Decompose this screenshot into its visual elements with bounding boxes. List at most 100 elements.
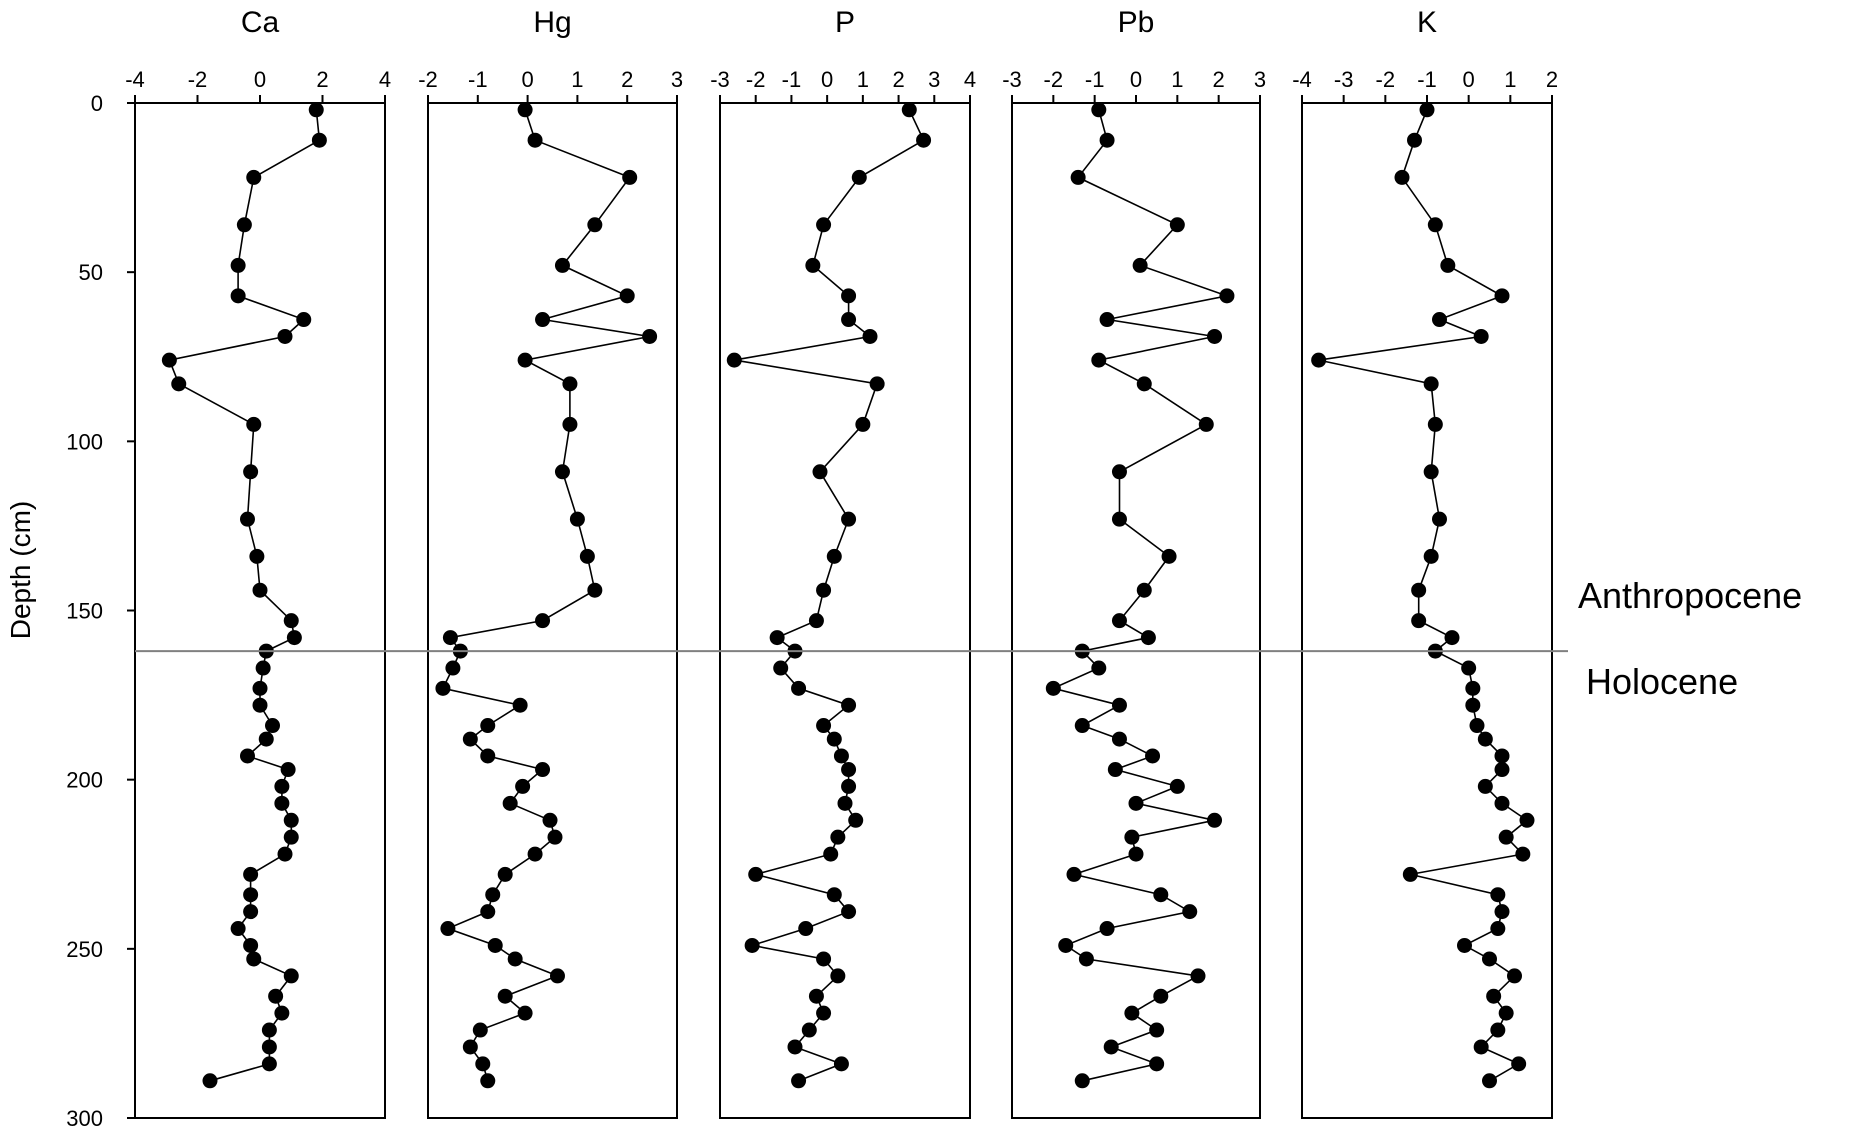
data-point bbox=[1045, 680, 1061, 696]
data-point bbox=[562, 376, 578, 392]
x-tick-label: 0 bbox=[521, 67, 533, 92]
x-tick-label: 3 bbox=[671, 67, 683, 92]
data-point bbox=[497, 866, 513, 882]
data-point bbox=[642, 328, 658, 344]
data-point bbox=[1494, 762, 1510, 778]
data-point bbox=[243, 464, 259, 480]
data-point bbox=[1461, 660, 1477, 676]
data-point bbox=[851, 169, 867, 185]
data-point bbox=[748, 866, 764, 882]
panel-hg: Hg -2 -1 0 1 2 3 bbox=[418, 6, 683, 1119]
data-point bbox=[252, 697, 268, 713]
data-point bbox=[265, 718, 280, 734]
data-point bbox=[268, 988, 284, 1004]
data-point bbox=[801, 1022, 817, 1038]
data-point bbox=[744, 937, 760, 953]
data-point bbox=[1511, 1056, 1527, 1072]
data-point bbox=[274, 778, 290, 794]
data-point bbox=[542, 812, 558, 828]
data-point bbox=[619, 288, 635, 304]
data-point bbox=[243, 866, 259, 882]
data-point bbox=[1099, 312, 1115, 328]
data-point bbox=[246, 951, 262, 967]
panel-k: K -4 -3 -2 -1 0 1 2 bbox=[1292, 6, 1558, 1119]
data-point bbox=[554, 464, 570, 480]
data-point bbox=[1070, 169, 1086, 185]
data-point bbox=[1149, 1022, 1165, 1038]
x-tick-label: 1 bbox=[857, 67, 869, 92]
data-point bbox=[1519, 812, 1535, 828]
data-point bbox=[442, 630, 458, 646]
x-tick-label: 0 bbox=[1463, 67, 1475, 92]
y-tick-label: 50 bbox=[79, 260, 103, 285]
x-tick-label: 4 bbox=[379, 67, 391, 92]
data-point bbox=[462, 731, 478, 747]
data-point bbox=[826, 731, 842, 747]
data-point bbox=[1473, 328, 1489, 344]
data-point bbox=[1169, 778, 1185, 794]
data-point bbox=[517, 352, 533, 368]
data-point bbox=[230, 288, 246, 304]
data-point bbox=[1161, 548, 1177, 564]
data-point bbox=[475, 1056, 491, 1072]
data-point bbox=[1444, 630, 1460, 646]
data-point bbox=[1498, 1005, 1514, 1021]
x-tick-label: -2 bbox=[746, 67, 766, 92]
data-point bbox=[230, 921, 246, 937]
data-point bbox=[1169, 217, 1185, 233]
x-tick-label: 2 bbox=[1546, 67, 1558, 92]
x-tick-label: -2 bbox=[1376, 67, 1396, 92]
data-point bbox=[1477, 731, 1493, 747]
data-point bbox=[1140, 630, 1156, 646]
data-point bbox=[1427, 217, 1443, 233]
data-point bbox=[901, 102, 917, 118]
data-point bbox=[497, 988, 513, 1004]
data-point bbox=[833, 1056, 849, 1072]
data-point bbox=[1498, 829, 1514, 845]
data-point bbox=[1507, 968, 1522, 984]
data-point bbox=[512, 697, 528, 713]
data-point bbox=[255, 660, 271, 676]
data-point bbox=[1198, 416, 1214, 432]
data-point bbox=[527, 846, 543, 862]
data-point bbox=[243, 937, 259, 953]
data-point bbox=[1124, 829, 1140, 845]
x-tick-label: -1 bbox=[468, 67, 488, 92]
y-tick-label: 200 bbox=[66, 768, 103, 793]
data-point bbox=[773, 660, 789, 676]
x-tick-label: 1 bbox=[1171, 67, 1183, 92]
data-point bbox=[527, 132, 543, 148]
panel-title: Ca bbox=[241, 6, 280, 39]
data-point bbox=[841, 904, 857, 920]
data-point bbox=[848, 812, 864, 828]
data-point bbox=[480, 904, 496, 920]
data-point bbox=[507, 951, 523, 967]
data-point bbox=[1490, 1022, 1506, 1038]
data-point bbox=[808, 613, 824, 629]
data-point bbox=[862, 328, 878, 344]
y-axis-title: Depth (cm) bbox=[5, 501, 36, 639]
data-point bbox=[833, 748, 849, 764]
data-point bbox=[261, 1022, 277, 1038]
x-tick-label: -1 bbox=[1085, 67, 1105, 92]
data-point bbox=[308, 102, 324, 118]
data-point bbox=[1136, 582, 1152, 598]
panel-p: P -3 -2 -1 0 1 2 3 4 bbox=[710, 6, 976, 1119]
data-point bbox=[252, 680, 268, 696]
data-point bbox=[791, 1073, 807, 1089]
data-point bbox=[1411, 582, 1427, 598]
data-point bbox=[1482, 951, 1497, 967]
x-tick-label: 1 bbox=[1504, 67, 1516, 92]
data-point bbox=[1490, 887, 1506, 903]
data-point bbox=[1440, 257, 1456, 273]
data-point bbox=[830, 968, 846, 984]
data-point bbox=[769, 630, 785, 646]
data-point bbox=[1111, 613, 1127, 629]
data-point bbox=[1074, 718, 1090, 734]
data-point bbox=[1091, 102, 1107, 118]
data-point bbox=[816, 217, 832, 233]
data-point bbox=[826, 548, 842, 564]
x-tick-label: 2 bbox=[892, 67, 904, 92]
x-tick-label: 1 bbox=[571, 67, 583, 92]
